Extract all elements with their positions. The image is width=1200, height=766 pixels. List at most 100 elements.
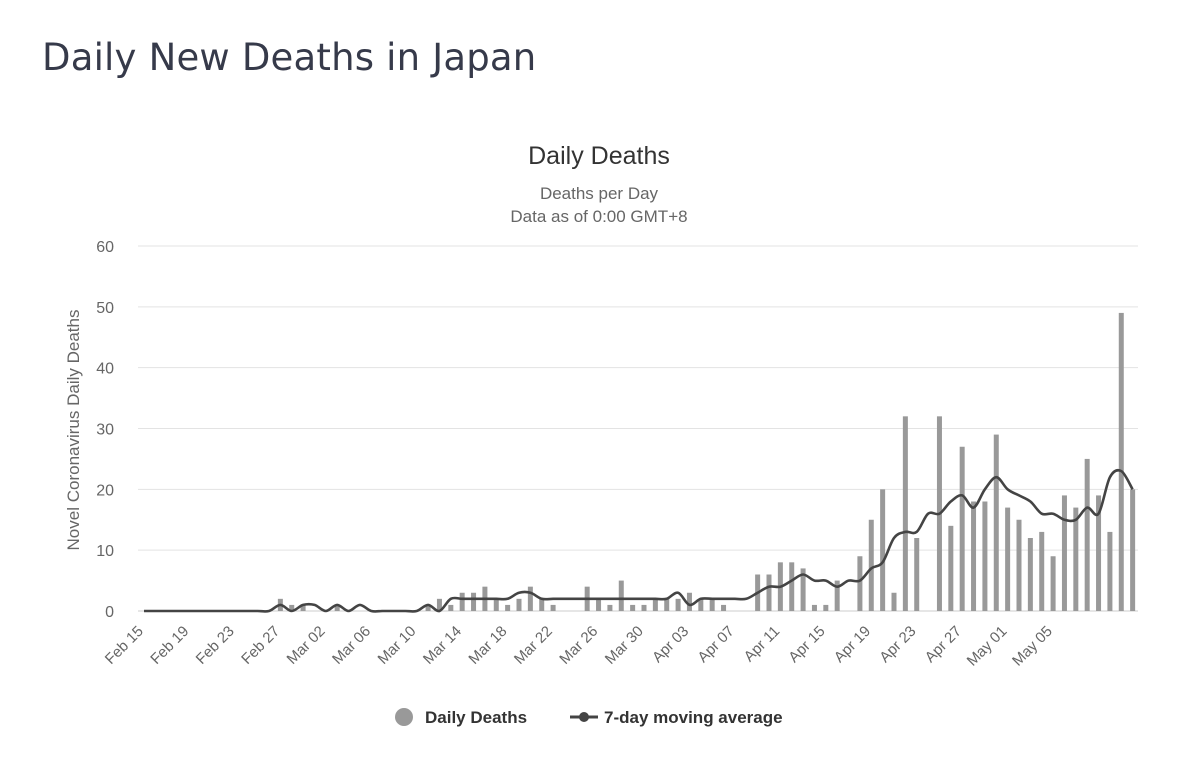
bar-daily-deaths[interactable] xyxy=(289,604,295,611)
x-tick-label: Mar 02 xyxy=(284,623,329,668)
bar-daily-deaths[interactable] xyxy=(641,604,647,611)
chart-title: Daily Deaths xyxy=(528,142,670,170)
x-tick-label: Apr 19 xyxy=(831,623,874,666)
legend-bar-marker xyxy=(395,708,413,726)
bar-daily-deaths[interactable] xyxy=(1130,489,1136,611)
bar-daily-deaths[interactable] xyxy=(550,604,556,611)
legend-label-moving-average: 7-day moving average xyxy=(604,708,783,727)
bar-daily-deaths[interactable] xyxy=(811,604,817,611)
bar-daily-deaths[interactable] xyxy=(1005,507,1011,611)
legend-line-dot xyxy=(579,712,589,722)
chart-subtitle-line-2: Data as of 0:00 GMT+8 xyxy=(510,207,687,226)
x-tick-label: Mar 18 xyxy=(465,623,510,668)
x-tick-label: Apr 23 xyxy=(876,623,919,666)
x-tick-label: Apr 03 xyxy=(649,623,692,666)
bar-daily-deaths[interactable] xyxy=(698,598,704,611)
x-tick-label: Mar 30 xyxy=(602,623,647,668)
y-tick-label: 40 xyxy=(96,361,114,378)
legend-label-daily-deaths: Daily Deaths xyxy=(425,708,527,727)
x-tick-label: Mar 14 xyxy=(420,623,465,668)
legend: Daily Deaths 7-day moving average xyxy=(395,708,783,727)
bar-daily-deaths[interactable] xyxy=(1118,312,1124,611)
bar-daily-deaths[interactable] xyxy=(800,568,806,611)
bar-daily-deaths[interactable] xyxy=(527,586,533,611)
bar-daily-deaths[interactable] xyxy=(971,501,977,612)
x-tick-label: Feb 23 xyxy=(193,623,238,668)
x-tick-label: May 05 xyxy=(1009,623,1056,670)
x-tick-label: Mar 22 xyxy=(511,623,556,668)
bar-daily-deaths[interactable] xyxy=(891,592,897,611)
bar-daily-deaths[interactable] xyxy=(516,598,522,611)
bar-daily-deaths[interactable] xyxy=(789,562,795,611)
bar-daily-deaths[interactable] xyxy=(300,604,306,611)
x-tick-label: Feb 15 xyxy=(102,623,147,668)
y-axis-title: Novel Coronavirus Daily Deaths xyxy=(64,310,83,551)
bar-daily-deaths[interactable] xyxy=(448,604,454,611)
bar-daily-deaths[interactable] xyxy=(880,489,886,611)
bar-daily-deaths[interactable] xyxy=(334,604,340,611)
bar-daily-deaths[interactable] xyxy=(868,519,874,611)
bar-daily-deaths[interactable] xyxy=(1027,538,1033,611)
bar-daily-deaths[interactable] xyxy=(459,592,465,611)
bar-daily-deaths[interactable] xyxy=(675,598,681,611)
bar-daily-deaths[interactable] xyxy=(1050,556,1056,611)
legend-item-moving-average[interactable]: 7-day moving average xyxy=(570,708,783,727)
bar-daily-deaths[interactable] xyxy=(902,416,908,611)
bar-daily-deaths[interactable] xyxy=(857,556,863,611)
bar-daily-deaths[interactable] xyxy=(834,580,840,611)
bar-daily-deaths[interactable] xyxy=(721,604,727,611)
bar-daily-deaths[interactable] xyxy=(1084,458,1090,611)
bar-daily-deaths[interactable] xyxy=(630,604,636,611)
bar-daily-deaths[interactable] xyxy=(493,598,499,611)
bar-daily-deaths[interactable] xyxy=(425,604,431,611)
bar-daily-deaths[interactable] xyxy=(596,598,602,611)
bar-daily-deaths[interactable] xyxy=(959,446,965,611)
x-tick-label: Mar 26 xyxy=(556,623,601,668)
bar-daily-deaths[interactable] xyxy=(914,538,920,611)
bar-daily-deaths[interactable] xyxy=(436,598,442,611)
x-tick-label: Mar 06 xyxy=(329,623,374,668)
x-tick-label: Mar 10 xyxy=(375,623,420,668)
legend-item-daily-deaths[interactable]: Daily Deaths xyxy=(395,708,527,727)
bar-daily-deaths[interactable] xyxy=(1016,519,1022,611)
bar-daily-deaths[interactable] xyxy=(982,501,988,612)
bar-daily-deaths[interactable] xyxy=(686,592,692,611)
bar-daily-deaths[interactable] xyxy=(1039,531,1045,611)
grid-lines xyxy=(138,245,1138,612)
bar-daily-deaths[interactable] xyxy=(539,598,545,611)
x-tick-label: Apr 11 xyxy=(741,623,783,665)
bar-daily-deaths[interactable] xyxy=(823,604,829,611)
x-tick-label: Apr 15 xyxy=(785,623,828,666)
bar-daily-deaths[interactable] xyxy=(1061,495,1067,611)
x-tick-label: Apr 27 xyxy=(922,623,965,666)
bar-daily-deaths[interactable] xyxy=(471,592,477,611)
bar-daily-deaths[interactable] xyxy=(618,580,624,611)
x-tick-label: Feb 27 xyxy=(238,623,283,668)
y-tick-label: 50 xyxy=(96,300,114,317)
bar-series xyxy=(277,312,1136,612)
chart-subtitle-line-1: Deaths per Day xyxy=(540,184,659,203)
bar-daily-deaths[interactable] xyxy=(766,574,772,612)
x-axis-ticks: Feb 15 Feb 19 Feb 23 Feb 27 Mar 02 Mar 06 Mar … xyxy=(102,623,1056,670)
bar-daily-deaths[interactable] xyxy=(664,598,670,611)
y-tick-label: 30 xyxy=(96,422,114,439)
page-title: Daily New Deaths in Japan xyxy=(42,36,537,79)
moving-average-line[interactable] xyxy=(144,468,1134,613)
x-tick-label: May 01 xyxy=(964,623,1011,670)
y-tick-label: 60 xyxy=(96,239,114,256)
bar-daily-deaths[interactable] xyxy=(1107,531,1113,611)
bar-daily-deaths[interactable] xyxy=(607,604,613,611)
y-axis-ticks: 0 10 20 30 40 50 60 xyxy=(96,239,114,621)
y-tick-label: 20 xyxy=(96,482,114,499)
bar-daily-deaths[interactable] xyxy=(505,604,511,611)
bar-daily-deaths[interactable] xyxy=(948,525,954,611)
line-series xyxy=(144,468,1134,613)
x-tick-label: Feb 19 xyxy=(147,623,192,668)
bar-daily-deaths[interactable] xyxy=(1073,507,1079,611)
bar-daily-deaths[interactable] xyxy=(1096,495,1102,611)
bar-daily-deaths[interactable] xyxy=(709,598,715,611)
y-tick-label: 10 xyxy=(96,543,114,560)
bar-daily-deaths[interactable] xyxy=(652,598,658,611)
bar-daily-deaths[interactable] xyxy=(993,434,999,611)
